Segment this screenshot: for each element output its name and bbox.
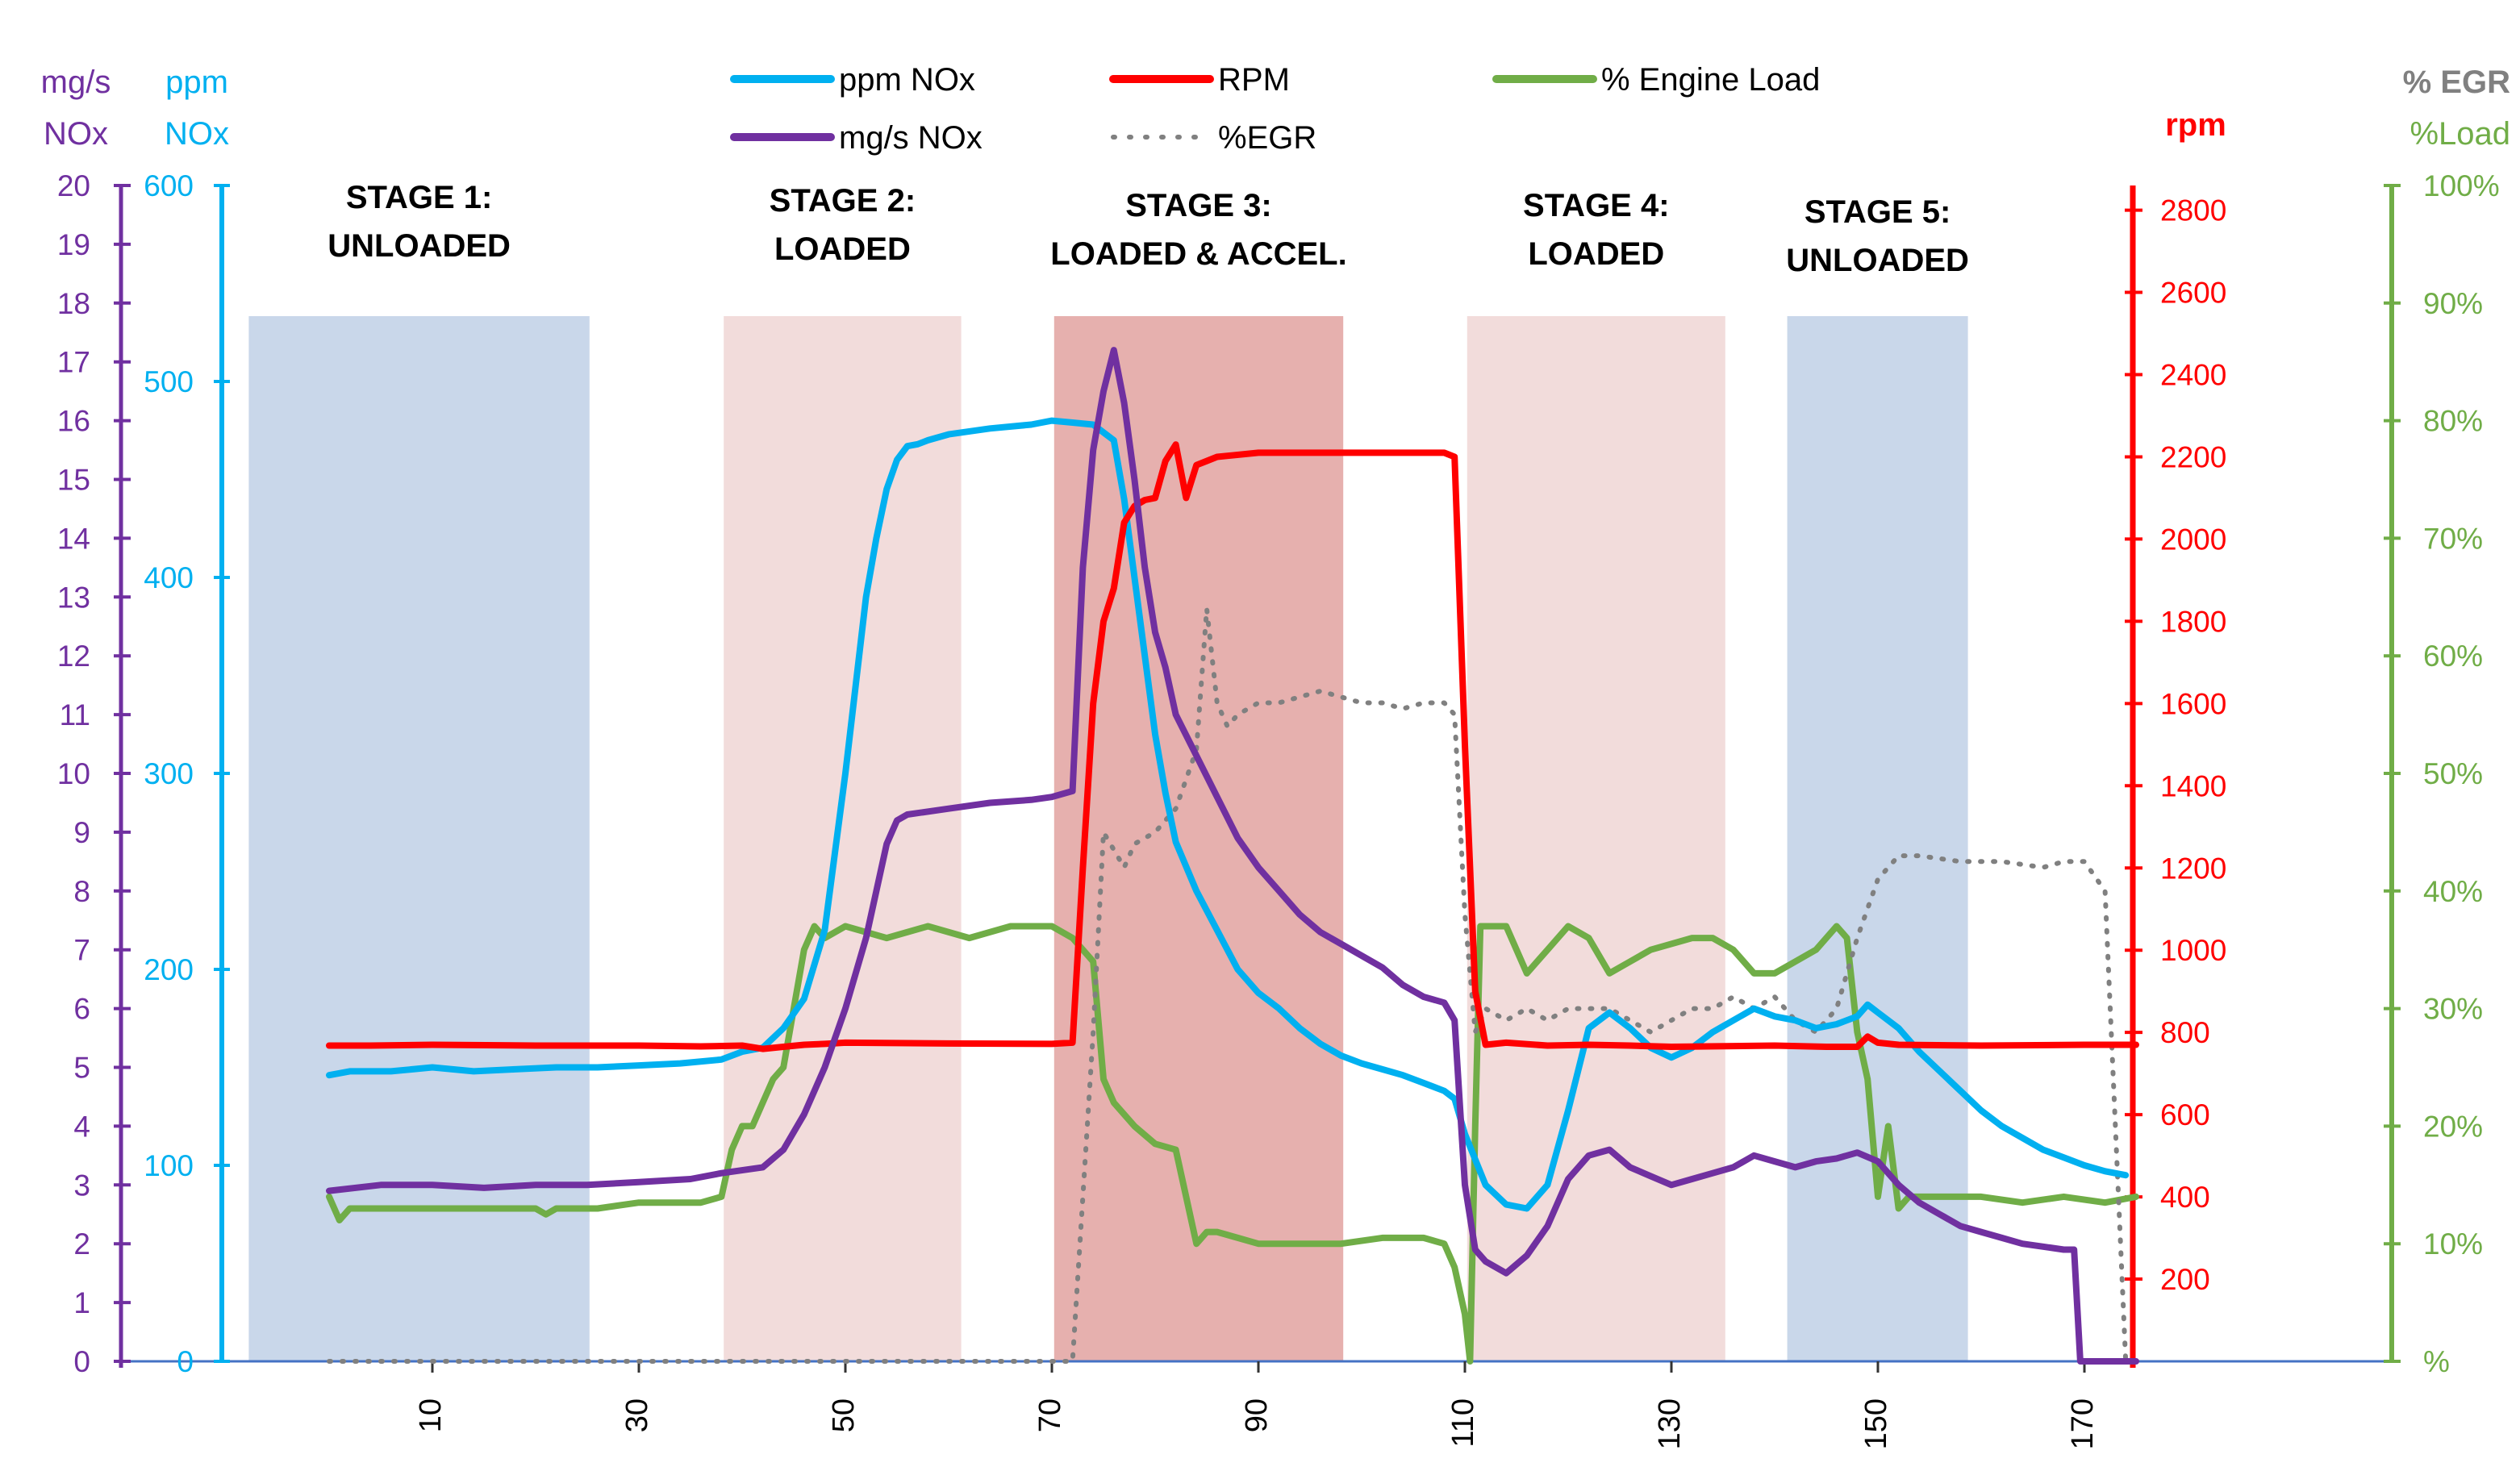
x-tick-label: 150 — [1859, 1398, 1893, 1449]
rpm-tick-label: 800 — [2160, 1016, 2210, 1049]
ppm-axis-title: ppm — [165, 65, 228, 100]
rpm-tick-label: 400 — [2160, 1181, 2210, 1214]
mgs-tick-label: 2 — [73, 1227, 90, 1261]
mgs-tick-label: 1 — [73, 1286, 90, 1319]
series-rpm — [326, 441, 2139, 1052]
rpm-tick-label: 2600 — [2160, 277, 2226, 310]
rpm-tick-label: 2000 — [2160, 523, 2226, 556]
pct-tick-label: 80% — [2423, 405, 2483, 438]
stage-band-5 — [1787, 316, 1968, 1361]
pct-tick-label: 30% — [2423, 993, 2483, 1026]
pct-tick-label: % — [2423, 1345, 2450, 1378]
stage-label-5-line-2: UNLOADED — [1786, 243, 1969, 278]
stage-band-1 — [248, 316, 590, 1361]
pct-tick-label: 20% — [2423, 1110, 2483, 1143]
legend-label-rpm: RPM — [1218, 62, 1290, 98]
ppm-tick-label: 300 — [144, 757, 194, 790]
rpm-tick-label: 1800 — [2160, 605, 2226, 638]
legend-label-ppm: ppm NOx — [839, 62, 975, 98]
rpm-tick-label: 200 — [2160, 1263, 2210, 1296]
pct-tick-label: 50% — [2423, 757, 2483, 790]
pct-tick-label: 70% — [2423, 522, 2483, 555]
x-tick-label: 110 — [1446, 1398, 1480, 1448]
series-ppm-nox — [326, 417, 2130, 1212]
rpm-tick-label: 2800 — [2160, 194, 2226, 227]
stage-band-4 — [1467, 316, 1725, 1361]
rpm-tick-label: 600 — [2160, 1098, 2210, 1131]
mgs-tick-label: 19 — [57, 228, 90, 261]
axes: 10 30 50 70 90 110 130 150 170012345678910111213… — [41, 65, 2510, 1449]
legend: ppm NOx RPM % Engine Load mg/s NOx %EGR — [730, 62, 1820, 156]
stage-label-1-line-2: UNLOADED — [328, 228, 511, 264]
pct-tick-label: 90% — [2423, 287, 2483, 320]
x-tick-label: 10 — [414, 1398, 448, 1432]
mgs-tick-label: 15 — [57, 464, 90, 497]
ppm-tick-label: 500 — [144, 365, 194, 398]
pct-tick-label: 60% — [2423, 640, 2483, 673]
mgs-tick-label: 17 — [57, 346, 90, 379]
pct-axis-title: % EGR — [2403, 65, 2510, 100]
rpm-tick-label: 2200 — [2160, 440, 2226, 473]
rpm-tick-label: 1200 — [2160, 852, 2226, 885]
pct-tick-label: 10% — [2423, 1227, 2483, 1261]
mgs-tick-label: 4 — [73, 1110, 90, 1143]
mgs-tick-label: 5 — [73, 1052, 90, 1085]
series-engine-load — [326, 923, 2139, 1365]
mgs-tick-label: 12 — [57, 640, 90, 673]
x-tick-label: 70 — [1033, 1398, 1067, 1432]
series-mg-s-nox — [326, 347, 2139, 1365]
mgs-axis-title: mg/s — [41, 65, 111, 100]
stage-label-2-line-1: STAGE 2: — [770, 183, 916, 219]
rpm-tick-label: 1000 — [2160, 934, 2226, 967]
stage-label-3-line-2: LOADED & ACCEL. — [1050, 236, 1346, 272]
stage-label-4-line-2: LOADED — [1528, 236, 1664, 272]
ppm-tick-label: 0 — [177, 1345, 194, 1378]
ppm-axis-title: NOx — [165, 116, 229, 152]
x-tick-label: 130 — [1653, 1398, 1687, 1449]
mgs-tick-label: 13 — [57, 581, 90, 614]
stage-label-2-line-2: LOADED — [774, 231, 911, 267]
x-tick-label: 30 — [620, 1398, 654, 1432]
ppm-tick-label: 600 — [144, 169, 194, 202]
mgs-tick-label: 3 — [73, 1169, 90, 1202]
ppm-tick-label: 100 — [144, 1149, 194, 1182]
series-lines — [326, 347, 2139, 1365]
ppm-tick-label: 200 — [144, 953, 194, 986]
rpm-tick-label: 2400 — [2160, 359, 2226, 392]
x-tick-label: 50 — [827, 1398, 861, 1432]
mgs-tick-label: 8 — [73, 875, 90, 908]
x-tick-label: 90 — [1240, 1398, 1274, 1432]
mgs-tick-label: 10 — [57, 757, 90, 790]
legend-label-mgs: mg/s NOx — [839, 120, 983, 156]
mgs-tick-label: 9 — [73, 816, 90, 849]
mgs-tick-label: 14 — [57, 522, 90, 555]
legend-label-egr: %EGR — [1218, 120, 1316, 156]
mgs-axis-title: NOx — [44, 116, 108, 152]
rpm-tick-label: 1400 — [2160, 769, 2226, 802]
rpm-tick-label: 1600 — [2160, 687, 2226, 720]
rpm-axis-title: rpm — [2165, 107, 2226, 143]
stage-label-5-line-1: STAGE 5: — [1804, 194, 1951, 230]
stage-band-3 — [1053, 316, 1344, 1361]
ppm-tick-label: 400 — [144, 561, 194, 594]
mgs-tick-label: 18 — [57, 287, 90, 320]
stage-label-4-line-1: STAGE 4: — [1523, 188, 1670, 223]
stage-label-1-line-1: STAGE 1: — [346, 180, 493, 215]
mgs-tick-label: 0 — [73, 1345, 90, 1378]
x-tick-label: 170 — [2066, 1398, 2100, 1449]
mgs-tick-label: 6 — [73, 993, 90, 1026]
mgs-tick-label: 16 — [57, 405, 90, 438]
mgs-tick-label: 7 — [73, 934, 90, 967]
mgs-tick-label: 20 — [57, 169, 90, 202]
stage-band-2 — [724, 316, 962, 1361]
mgs-tick-label: 11 — [60, 698, 90, 731]
pct-axis-title: %Load — [2409, 116, 2510, 152]
pct-tick-label: 100% — [2423, 169, 2500, 202]
pct-tick-label: 40% — [2423, 875, 2483, 908]
stage-label-3-line-1: STAGE 3: — [1125, 188, 1272, 223]
legend-label-load: % Engine Load — [1601, 62, 1820, 98]
